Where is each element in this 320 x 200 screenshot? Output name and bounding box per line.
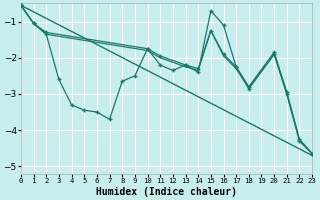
X-axis label: Humidex (Indice chaleur): Humidex (Indice chaleur) [96, 186, 237, 197]
